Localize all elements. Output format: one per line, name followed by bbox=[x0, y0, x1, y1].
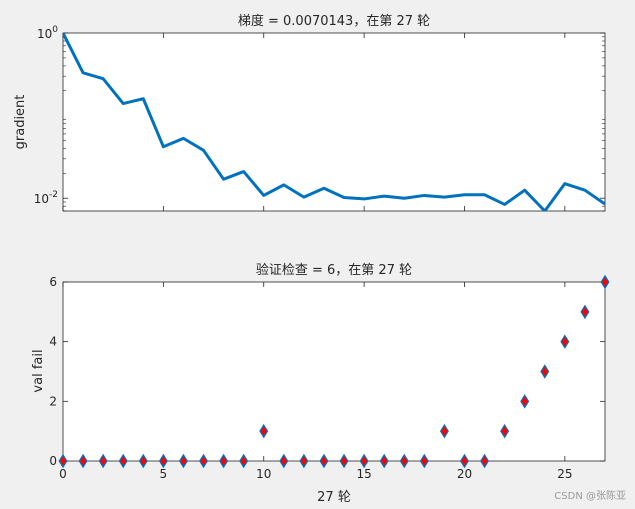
gradient-line bbox=[63, 33, 605, 211]
val-fail-x-axis-label: 27 轮 bbox=[317, 490, 351, 505]
val-fail-plot-area bbox=[62, 281, 606, 462]
val-fail-point bbox=[319, 453, 329, 469]
val-fail-y-tick-label: 4 bbox=[49, 335, 57, 349]
val-fail-point bbox=[158, 453, 168, 469]
val-fail-point bbox=[279, 453, 289, 469]
val-fail-point bbox=[178, 453, 188, 469]
val-fail-point bbox=[98, 453, 108, 469]
watermark: CSDN @张陈亚 bbox=[554, 489, 626, 502]
val-fail-point bbox=[138, 453, 148, 469]
val-fail-point bbox=[359, 453, 369, 469]
val-fail-x-tick-label: 20 bbox=[457, 467, 472, 481]
val-fail-point bbox=[459, 453, 469, 469]
val-fail-ticks: 0 5 10 15 20 25 0 2 4 6 bbox=[49, 275, 605, 481]
val-fail-point bbox=[540, 364, 550, 379]
gradient-y-axis-label: gradient bbox=[13, 95, 28, 150]
gradient-plot-area bbox=[62, 32, 606, 212]
gradient-y-tick-label: 100 bbox=[37, 25, 58, 41]
val-fail-point bbox=[600, 274, 610, 290]
val-fail-point bbox=[439, 423, 449, 439]
val-fail-point bbox=[219, 453, 229, 469]
val-fail-subplot: 验证检查 = 6，在第 27 轮 val fail 27 轮 0 5 10 15 20 2… bbox=[31, 262, 610, 505]
val-fail-point bbox=[58, 453, 68, 469]
val-fail-point bbox=[259, 423, 269, 439]
val-fail-point bbox=[299, 453, 309, 469]
gradient-series bbox=[63, 33, 605, 211]
val-fail-y-axis-label: val fail bbox=[31, 349, 46, 392]
val-fail-point bbox=[379, 453, 389, 469]
val-fail-point bbox=[500, 423, 510, 439]
val-fail-x-tick-label: 10 bbox=[256, 467, 271, 481]
val-fail-x-tick-label: 15 bbox=[356, 467, 371, 481]
val-fail-point bbox=[399, 453, 409, 469]
gradient-ticks: 100 10-2 bbox=[34, 25, 605, 212]
val-fail-point bbox=[78, 453, 88, 469]
val-fail-series bbox=[58, 274, 610, 469]
val-fail-point bbox=[560, 334, 570, 349]
val-fail-point bbox=[118, 453, 128, 469]
val-fail-point bbox=[480, 453, 490, 469]
val-fail-point bbox=[339, 453, 349, 469]
val-fail-point bbox=[520, 394, 530, 409]
val-fail-y-tick-label: 0 bbox=[49, 454, 57, 468]
val-fail-y-tick-label: 2 bbox=[49, 394, 57, 408]
val-fail-y-tick-label: 6 bbox=[49, 275, 57, 289]
val-fail-point bbox=[239, 453, 249, 469]
val-fail-point bbox=[419, 453, 429, 469]
val-fail-point bbox=[199, 453, 209, 469]
val-fail-title: 验证检查 = 6，在第 27 轮 bbox=[256, 262, 412, 278]
val-fail-x-tick-label: 5 bbox=[160, 467, 168, 481]
val-fail-x-tick-label: 0 bbox=[59, 467, 67, 481]
val-fail-point bbox=[580, 304, 590, 320]
val-fail-x-tick-label: 25 bbox=[557, 467, 572, 481]
gradient-y-tick-label: 10-2 bbox=[34, 190, 58, 206]
gradient-title: 梯度 = 0.0070143，在第 27 轮 bbox=[238, 13, 430, 29]
gradient-subplot: 梯度 = 0.0070143，在第 27 轮 gradient 100 10-2 bbox=[13, 13, 606, 212]
